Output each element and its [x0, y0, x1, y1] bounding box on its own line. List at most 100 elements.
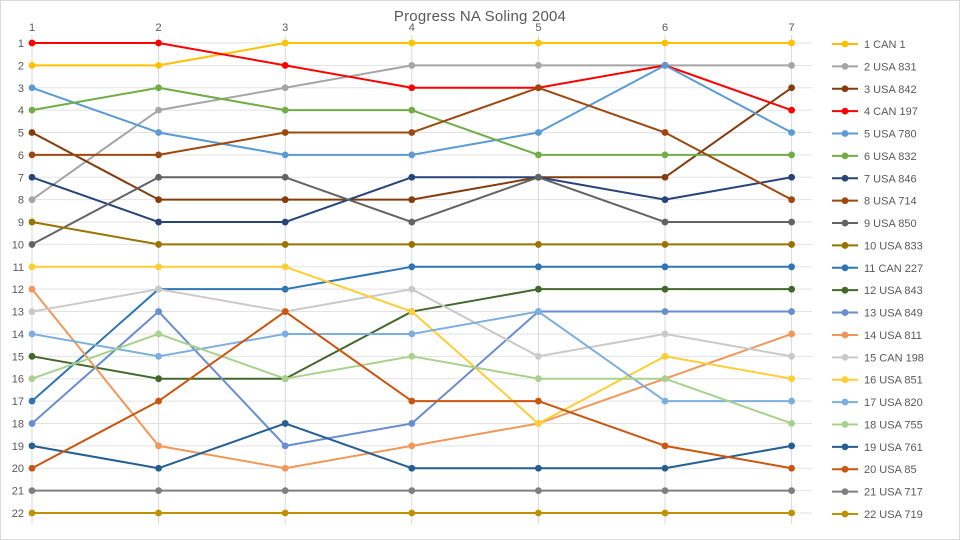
data-point-marker	[28, 442, 36, 450]
data-point-marker	[281, 375, 289, 383]
data-point-marker	[788, 285, 795, 293]
data-point-marker	[281, 173, 289, 181]
data-point-marker	[661, 397, 669, 405]
data-point-marker	[28, 285, 36, 293]
data-point-marker	[408, 263, 416, 271]
data-point-marker	[408, 61, 416, 69]
legend-item: 11 CAN 227	[832, 263, 923, 275]
data-point-marker	[155, 196, 163, 204]
legend-marker	[841, 264, 849, 272]
data-point-marker	[408, 397, 416, 405]
data-point-marker	[408, 84, 416, 92]
data-point-marker	[661, 285, 669, 293]
data-point-marker	[408, 173, 416, 181]
data-point-marker	[28, 509, 36, 517]
x-tick-label: 4	[409, 22, 415, 34]
data-point-marker	[661, 218, 669, 226]
series-22	[28, 509, 795, 517]
data-point-marker	[788, 196, 795, 204]
legend-marker	[841, 421, 849, 428]
data-point-marker	[788, 173, 795, 181]
legend-label: 21 USA 717	[864, 487, 923, 499]
chart-title: Progress NA Soling 2004	[393, 8, 567, 25]
data-point-marker	[535, 375, 542, 383]
data-point-marker	[788, 352, 795, 360]
legend-item: 14 USA 811	[832, 330, 922, 342]
legend-label: 8 USA 714	[864, 196, 917, 208]
legend-item: 7 USA 846	[832, 173, 917, 185]
data-point-marker	[661, 464, 669, 472]
data-point-marker	[408, 39, 416, 47]
legend-marker	[841, 488, 849, 495]
data-point-marker	[28, 196, 36, 204]
data-point-marker	[408, 487, 416, 494]
data-point-marker	[155, 308, 163, 315]
data-point-marker	[788, 241, 795, 248]
legend-marker	[841, 510, 849, 518]
legend-label: 4 CAN 197	[864, 106, 918, 118]
data-point-marker	[155, 330, 163, 338]
legend-label: 6 USA 832	[864, 151, 917, 163]
data-point-marker	[535, 397, 542, 405]
y-tick-label: 22	[12, 508, 24, 520]
data-point-marker	[281, 106, 289, 114]
data-point-marker	[788, 106, 795, 114]
data-point-marker	[535, 39, 542, 47]
x-tick-label: 5	[535, 22, 541, 34]
data-point-marker	[281, 263, 289, 271]
data-point-marker	[281, 84, 289, 92]
data-point-marker	[281, 509, 289, 517]
legend-item: 5 USA 780	[832, 129, 917, 141]
y-tick-label: 6	[18, 150, 24, 162]
data-point-marker	[535, 151, 542, 159]
y-tick-label: 4	[18, 105, 24, 117]
legend: 1 CAN 1 2 USA 831 3 USA 842 4 CAN 197 5 USA …	[832, 39, 924, 521]
data-point-marker	[155, 106, 163, 114]
legend-item: 13 USA 849	[832, 308, 923, 320]
data-point-marker	[788, 442, 795, 450]
legend-label: 5 USA 780	[864, 129, 917, 141]
data-point-marker	[281, 285, 289, 293]
data-point-marker	[661, 151, 669, 159]
data-point-marker	[535, 129, 542, 136]
data-point-marker	[788, 61, 795, 69]
legend-label: 15 CAN 198	[864, 352, 924, 364]
legend-item: 16 USA 851	[832, 375, 923, 387]
data-point-marker	[281, 464, 289, 472]
y-tick-label: 12	[12, 284, 24, 296]
data-point-marker	[661, 352, 669, 360]
legend-marker	[841, 130, 849, 137]
y-tick-label: 1	[18, 38, 24, 50]
series-19	[28, 420, 795, 472]
data-point-marker	[661, 330, 669, 338]
legend-item: 4 CAN 197	[832, 106, 918, 118]
legend-marker	[841, 219, 849, 227]
legend-label: 17 USA 820	[864, 397, 923, 409]
x-axis-labels: 1 2 3 4 5 6 7	[29, 22, 795, 34]
data-point-marker	[661, 196, 669, 204]
legend-marker	[841, 85, 849, 93]
legend-label: 20 USA 85	[864, 464, 917, 476]
data-point-marker	[788, 330, 795, 338]
data-point-marker	[661, 263, 669, 271]
data-point-marker	[281, 420, 289, 427]
legend-marker	[841, 465, 849, 473]
data-point-marker	[28, 106, 36, 114]
series-5	[28, 61, 795, 159]
series-16	[28, 263, 795, 427]
legend-marker	[841, 443, 849, 451]
y-tick-label: 5	[18, 128, 24, 140]
data-point-marker	[661, 241, 669, 248]
data-point-marker	[155, 129, 163, 136]
data-point-marker	[28, 308, 36, 315]
y-tick-label: 17	[12, 396, 24, 408]
data-point-marker	[408, 106, 416, 114]
series-17	[28, 308, 795, 405]
y-tick-label: 18	[12, 418, 24, 430]
data-point-marker	[28, 39, 36, 47]
data-point-marker	[788, 263, 795, 271]
legend-item: 6 USA 832	[832, 151, 917, 163]
series	[28, 39, 795, 517]
